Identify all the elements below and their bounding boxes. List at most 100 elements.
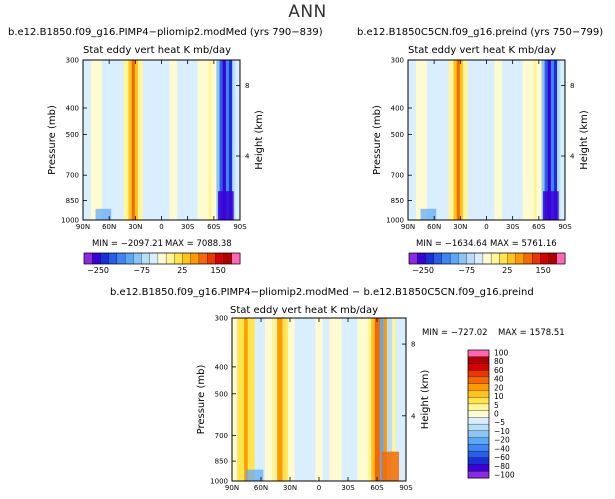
- panel1-field-band: [128, 60, 132, 220]
- panel3-field-band: [371, 318, 376, 481]
- panel1-colorbar-swatch: [165, 252, 175, 265]
- panel3-x-tick-label: 0: [317, 484, 321, 492]
- panel1-colorbar-label: 150: [211, 266, 226, 275]
- panel3-colorbar-label: 40: [494, 375, 504, 384]
- panel2-field-band: [426, 60, 450, 220]
- panel3-field-band: [237, 318, 245, 481]
- panel2-field-band: [502, 60, 523, 220]
- panel1-colorbar-swatch: [133, 252, 142, 265]
- panel1-y-tick-label: 300: [66, 57, 79, 65]
- panel2-field-band: [533, 60, 538, 220]
- panel2-field-band: [544, 60, 549, 220]
- panel3-colorbar-swatch: [467, 403, 490, 412]
- panel1-y-tick-label: 400: [66, 105, 79, 113]
- panel2-colorbar-swatch: [540, 252, 550, 265]
- panel2-y-tick-label: 700: [391, 172, 404, 180]
- panel2-y-tick-right-label: 4: [570, 153, 575, 161]
- panel1-x-tick-label: 90S: [233, 223, 247, 231]
- panel1-colorbar-swatch: [215, 252, 225, 265]
- panel2-colorbar-label: 150: [536, 266, 551, 275]
- panel1-field-band: [142, 60, 170, 220]
- panel1-y-tick-label: 700: [66, 172, 79, 180]
- panel2-y-tick-label: 400: [391, 105, 404, 113]
- panel1-x-tick-label: 0: [159, 223, 163, 231]
- panel1-field-band: [211, 60, 217, 220]
- panel2-colorbar-swatch: [507, 252, 517, 265]
- panel1-field-band: [197, 60, 209, 220]
- panel2-colorbar-swatch: [499, 252, 508, 265]
- panel1-x-tick-label: 60N: [102, 223, 116, 231]
- panel2-colorbar-swatch: [532, 252, 541, 265]
- panel3-field-band: [322, 318, 330, 481]
- panel3-y-axis-label: Pressure (mb): [196, 365, 207, 435]
- panel2-colorbar-swatch: [408, 252, 418, 265]
- panel1-y-tick-right-label: 4: [245, 153, 250, 161]
- panel3-field-band: [247, 318, 256, 481]
- panel1-colorbar-swatch: [116, 252, 126, 265]
- panel3-field-band: [277, 318, 283, 481]
- panel3-colorbar-label: −10: [494, 427, 510, 436]
- panel1-y-tick-label: 1000: [61, 217, 79, 225]
- panel2-colorbar-frame: [408, 252, 566, 265]
- panel2-y-tick-label: 300: [391, 57, 404, 65]
- panel3-field-band: [395, 318, 407, 481]
- panel1-field-band: [90, 60, 103, 220]
- panel2-field-band: [415, 60, 428, 220]
- panel2-y-tick-right-label: 8: [570, 82, 574, 90]
- panel3-colorbar-swatch: [467, 430, 490, 438]
- panel3-field-band: [265, 318, 273, 481]
- panel1-field-band: [131, 60, 136, 220]
- panel2-max-label: MAX = 5761.16: [490, 239, 557, 249]
- panel1-x-tick-label: 60S: [207, 223, 221, 231]
- panel2-colorbar-swatch: [482, 252, 492, 265]
- panel3-colorbar-swatch: [467, 363, 490, 371]
- panel2-field-band: [453, 60, 457, 220]
- panel2-colorbar-swatch: [417, 252, 426, 265]
- panel3-colorbar-swatch: [467, 397, 490, 405]
- panel3-field-band: [232, 318, 238, 481]
- panel2-colorbar-swatch: [425, 252, 435, 265]
- panel3-field-band: [357, 318, 369, 481]
- panel1-field-band: [134, 60, 139, 220]
- panel2-x-tick-label: 90S: [558, 223, 572, 231]
- panel3-colorbar-label: −80: [494, 462, 510, 471]
- panel1-colorbar-swatch: [141, 252, 151, 265]
- panel2-colorbar-label: −250: [412, 266, 434, 275]
- panel3-colorbar-swatch: [467, 383, 490, 391]
- panel2-colorbar-swatch: [441, 252, 451, 265]
- panel1-colorbar-label: 25: [177, 266, 187, 275]
- panel3-colorbar-swatch: [467, 356, 490, 364]
- panel3-field-band: [392, 318, 396, 481]
- panel1-min-label: MIN = −2097.21: [92, 239, 163, 249]
- panel2-y-tick-label: 500: [391, 131, 404, 139]
- panel3-title: b.e12.B1850.f09_g16.PIMP4−pliomip2.modMe…: [110, 287, 534, 298]
- panel2-x-tick-label: 0: [484, 223, 488, 231]
- panel3-surface-streak: [245, 469, 264, 481]
- panel2-min-label: MIN = −1634.64: [416, 239, 487, 249]
- panel2-field-band: [560, 60, 566, 220]
- panel2-title: b.e12.B1850C5CN.f09_g16.preind (yrs 750−…: [357, 27, 604, 38]
- panel3-colorbar-label: 100: [494, 349, 509, 358]
- panel2-field-band: [448, 60, 454, 220]
- panel3-x-tick-label: 90S: [399, 484, 413, 492]
- panel2-y-tick-label: 850: [391, 197, 404, 205]
- panel2-colorbar-swatch: [490, 252, 500, 265]
- panel1-colorbar-swatch: [83, 252, 93, 265]
- panel1-colorbar-swatch: [174, 252, 183, 265]
- panel1-colorbar-swatch: [100, 252, 110, 265]
- panel3-y-tick-label: 700: [215, 432, 228, 440]
- panel3-y-tick-label: 300: [215, 315, 228, 323]
- panel2-field-band: [541, 60, 545, 220]
- panel1-field-band: [216, 60, 220, 220]
- panel2-colorbar-swatch: [449, 252, 459, 265]
- panel1-colorbar-swatch: [157, 252, 167, 265]
- panel1-title: b.e12.B1850.f09_g16.PIMP4−pliomip2.modMe…: [8, 27, 323, 38]
- panel1-y-tick-label: 850: [66, 197, 79, 205]
- panel1-colorbar-swatch: [198, 252, 208, 265]
- panel1-plot-area: [82, 59, 241, 221]
- panel3-colorbar-label: −5: [494, 418, 505, 427]
- panel3-colorbar-swatch: [467, 417, 490, 425]
- panel3-field-band: [329, 318, 342, 481]
- panel2-field-band: [462, 60, 468, 220]
- panel1-field-band: [177, 60, 198, 220]
